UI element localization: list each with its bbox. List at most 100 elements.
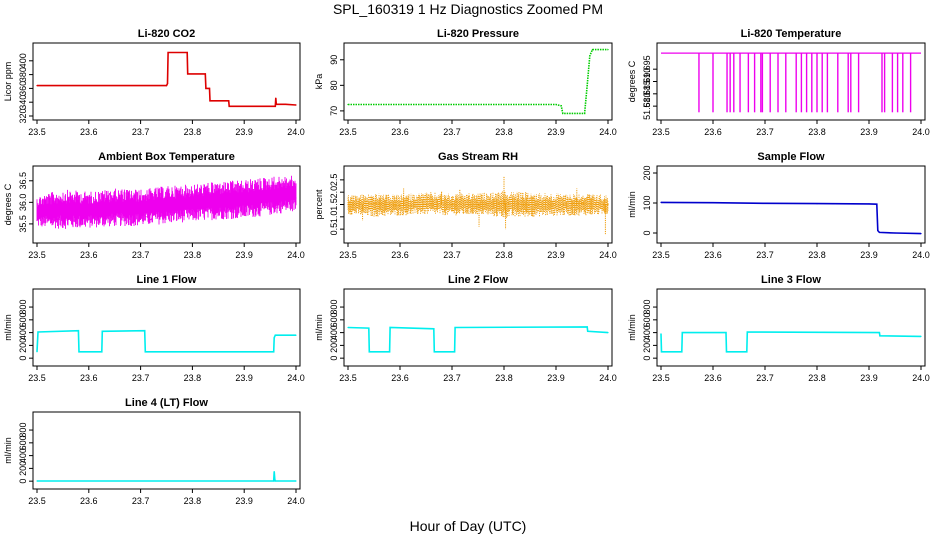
chart-title: Ambient Box Temperature xyxy=(98,151,235,163)
data-point xyxy=(878,231,881,233)
x-tick-label: 23.5 xyxy=(339,127,357,137)
y-tick-label: 600 xyxy=(18,312,28,327)
x-tick-label: 24.0 xyxy=(287,127,305,137)
x-tick-label: 23.8 xyxy=(495,250,513,260)
data-point xyxy=(725,332,727,334)
x-tick-label: 23.6 xyxy=(80,127,98,137)
data-point xyxy=(37,331,39,333)
data-point xyxy=(77,330,79,332)
data-point xyxy=(660,351,663,353)
chart-title: Line 1 Flow xyxy=(137,274,197,286)
data-point xyxy=(275,103,277,105)
chart-title: Sample Flow xyxy=(757,151,825,163)
data-point xyxy=(222,193,225,195)
y-tick-label: 800 xyxy=(18,300,28,315)
y-tick-label: 90 xyxy=(329,55,339,65)
y-axis-label: ml/min xyxy=(314,314,324,341)
y-tick-label: 80 xyxy=(329,80,339,90)
chart-panel: Line 1 Flow ml/min 23.5 23.6 23.7 23.8 23.9 24.… xyxy=(3,274,305,383)
data-point xyxy=(77,214,79,216)
data-line xyxy=(36,329,296,353)
y-axis-label: ml/min xyxy=(627,191,637,218)
plot-frame xyxy=(32,288,301,367)
y-tick-label: 200 xyxy=(18,338,28,353)
data-point xyxy=(373,202,375,204)
data-point xyxy=(78,351,80,353)
y-tick-label: 340 xyxy=(18,95,28,110)
chart-panel: Line 3 Flow ml/min 23.5 23.6 23.7 23.8 23.9 24.… xyxy=(627,274,930,383)
x-tick-label: 23.9 xyxy=(860,250,878,260)
data-point xyxy=(878,332,881,334)
data-point xyxy=(295,480,297,482)
data-point xyxy=(129,199,131,201)
y-tick-label: 1.5 xyxy=(329,198,339,211)
y-tick-label: 320 xyxy=(18,108,28,123)
x-tick-label: 23.5 xyxy=(28,250,46,260)
x-tick-label: 23.7 xyxy=(132,373,150,383)
x-tick-label: 23.9 xyxy=(235,250,253,260)
x-tick-label: 23.5 xyxy=(339,250,357,260)
y-tick-label: 0 xyxy=(642,230,652,235)
data-point xyxy=(347,103,349,106)
x-tick-label: 23.8 xyxy=(495,373,513,383)
data-point xyxy=(562,112,564,114)
data-point xyxy=(108,193,111,195)
x-tick-label: 23.6 xyxy=(391,373,409,383)
y-tick-label: 0 xyxy=(18,479,28,484)
data-point xyxy=(725,351,728,353)
x-tick-label: 24.0 xyxy=(287,496,305,506)
x-tick-label: 23.7 xyxy=(443,127,461,137)
y-tick-label: 51.680 xyxy=(642,92,652,120)
data-point xyxy=(285,191,287,193)
x-tick-label: 23.8 xyxy=(808,373,826,383)
y-tick-label: 51.695 xyxy=(642,55,652,83)
y-tick-label: 2.0 xyxy=(329,186,339,199)
data-point xyxy=(205,87,207,89)
data-point xyxy=(581,202,583,204)
y-tick-label: 1.0 xyxy=(329,211,339,224)
x-tick-label: 23.8 xyxy=(184,496,202,506)
chart-title: Line 4 (LT) Flow xyxy=(125,397,208,409)
data-point xyxy=(712,202,714,204)
data-point xyxy=(275,97,277,99)
data-point xyxy=(920,335,922,337)
y-tick-label: 200 xyxy=(642,165,652,180)
data-point xyxy=(894,232,896,234)
chart-panel: Line 4 (LT) Flow ml/min 23.5 23.6 23.7 23.8 23… xyxy=(3,397,305,506)
y-tick-label: 0 xyxy=(329,356,339,361)
x-tick-label: 23.5 xyxy=(339,373,357,383)
data-point xyxy=(36,219,38,222)
data-point xyxy=(389,326,391,329)
x-tick-label: 23.6 xyxy=(704,373,722,383)
data-line xyxy=(36,188,297,223)
y-tick-label: 0 xyxy=(18,356,28,361)
y-tick-label: 400 xyxy=(18,53,28,68)
data-point xyxy=(264,188,266,190)
x-tick-label: 23.8 xyxy=(184,250,202,260)
data-point xyxy=(119,216,121,218)
x-tick-label: 23.5 xyxy=(28,127,46,137)
x-tick-label: 23.6 xyxy=(80,373,98,383)
plot-frame xyxy=(656,288,926,367)
x-tick-label: 24.0 xyxy=(912,127,930,137)
x-tick-label: 23.9 xyxy=(547,250,565,260)
data-point xyxy=(144,330,146,332)
data-point xyxy=(555,103,557,106)
x-tick-label: 23.7 xyxy=(443,373,461,383)
x-tick-label: 23.5 xyxy=(652,250,670,260)
data-point xyxy=(285,103,287,105)
y-axis-label: kPa xyxy=(314,74,324,90)
plot-frame xyxy=(32,165,301,244)
x-tick-label: 23.7 xyxy=(132,250,150,260)
y-axis-label: ml/min xyxy=(3,437,13,464)
data-point xyxy=(816,203,818,205)
data-point xyxy=(347,203,349,206)
y-tick-label: 600 xyxy=(642,312,652,327)
data-point xyxy=(295,197,297,199)
y-tick-label: 200 xyxy=(329,338,339,353)
chart-panel: Li-820 Pressure kPa 23.5 23.6 23.7 23.8 23.9 24… xyxy=(314,28,617,137)
y-tick-label: 2.5 xyxy=(329,174,339,187)
data-point xyxy=(660,333,662,335)
x-tick-label: 23.6 xyxy=(80,496,98,506)
x-tick-label: 23.9 xyxy=(235,373,253,383)
